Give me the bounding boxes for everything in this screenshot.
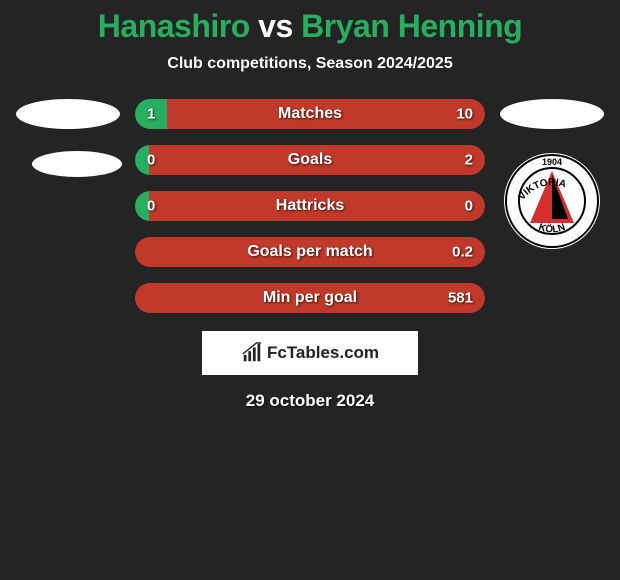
comparison-card: Hanashiro vs Bryan Henning Club competit… (0, 0, 620, 411)
stat-value-right: 0 (465, 198, 473, 215)
title-player2: Bryan Henning (301, 8, 522, 44)
right-crest-column: 1904 VIKTORIA KÖLN (497, 99, 607, 251)
stat-value-right: 2 (465, 152, 473, 169)
stat-bar: 581 Min per goal (135, 283, 485, 313)
stat-value-left: 0 (147, 198, 155, 215)
stat-value-right: 10 (456, 106, 473, 123)
stat-bars: 1 10 Matches 0 2 Goals 0 0 Hattricks 0.2 Goals per… (135, 99, 485, 313)
subtitle: Club competitions, Season 2024/2025 (0, 55, 620, 73)
watermark-text: FcTables.com (267, 343, 379, 363)
stat-bar: 0 0 Hattricks (135, 191, 485, 221)
viktoria-koln-icon: 1904 VIKTORIA KÖLN (502, 151, 602, 251)
svg-text:1904: 1904 (542, 157, 562, 167)
club-crest-placeholder (32, 151, 122, 177)
stat-label: Matches (278, 105, 342, 123)
club-crest-placeholder (16, 99, 120, 129)
stat-value-right: 581 (448, 290, 473, 307)
left-crest-column (13, 99, 123, 177)
stat-label: Hattricks (276, 197, 344, 215)
stat-bar: 1 10 Matches (135, 99, 485, 129)
stat-bar: 0 2 Goals (135, 145, 485, 175)
stat-bar: 0.2 Goals per match (135, 237, 485, 267)
watermark: FcTables.com (202, 331, 418, 375)
stat-label: Goals (288, 151, 332, 169)
viktoria-koln-crest: 1904 VIKTORIA KÖLN (502, 151, 602, 251)
date-label: 29 october 2024 (0, 391, 620, 411)
stat-label: Min per goal (263, 289, 357, 307)
title-player1: Hanashiro (98, 8, 250, 44)
stat-value-left: 1 (147, 106, 155, 123)
stat-label: Goals per match (247, 243, 372, 261)
club-crest-placeholder (500, 99, 604, 129)
title-vs: vs (250, 8, 301, 44)
page-title: Hanashiro vs Bryan Henning (0, 8, 620, 45)
bar-chart-icon (241, 342, 263, 364)
stat-value-right: 0.2 (452, 244, 473, 261)
stat-value-left: 0 (147, 152, 155, 169)
main-row: 1 10 Matches 0 2 Goals 0 0 Hattricks 0.2 Goals per… (0, 99, 620, 313)
